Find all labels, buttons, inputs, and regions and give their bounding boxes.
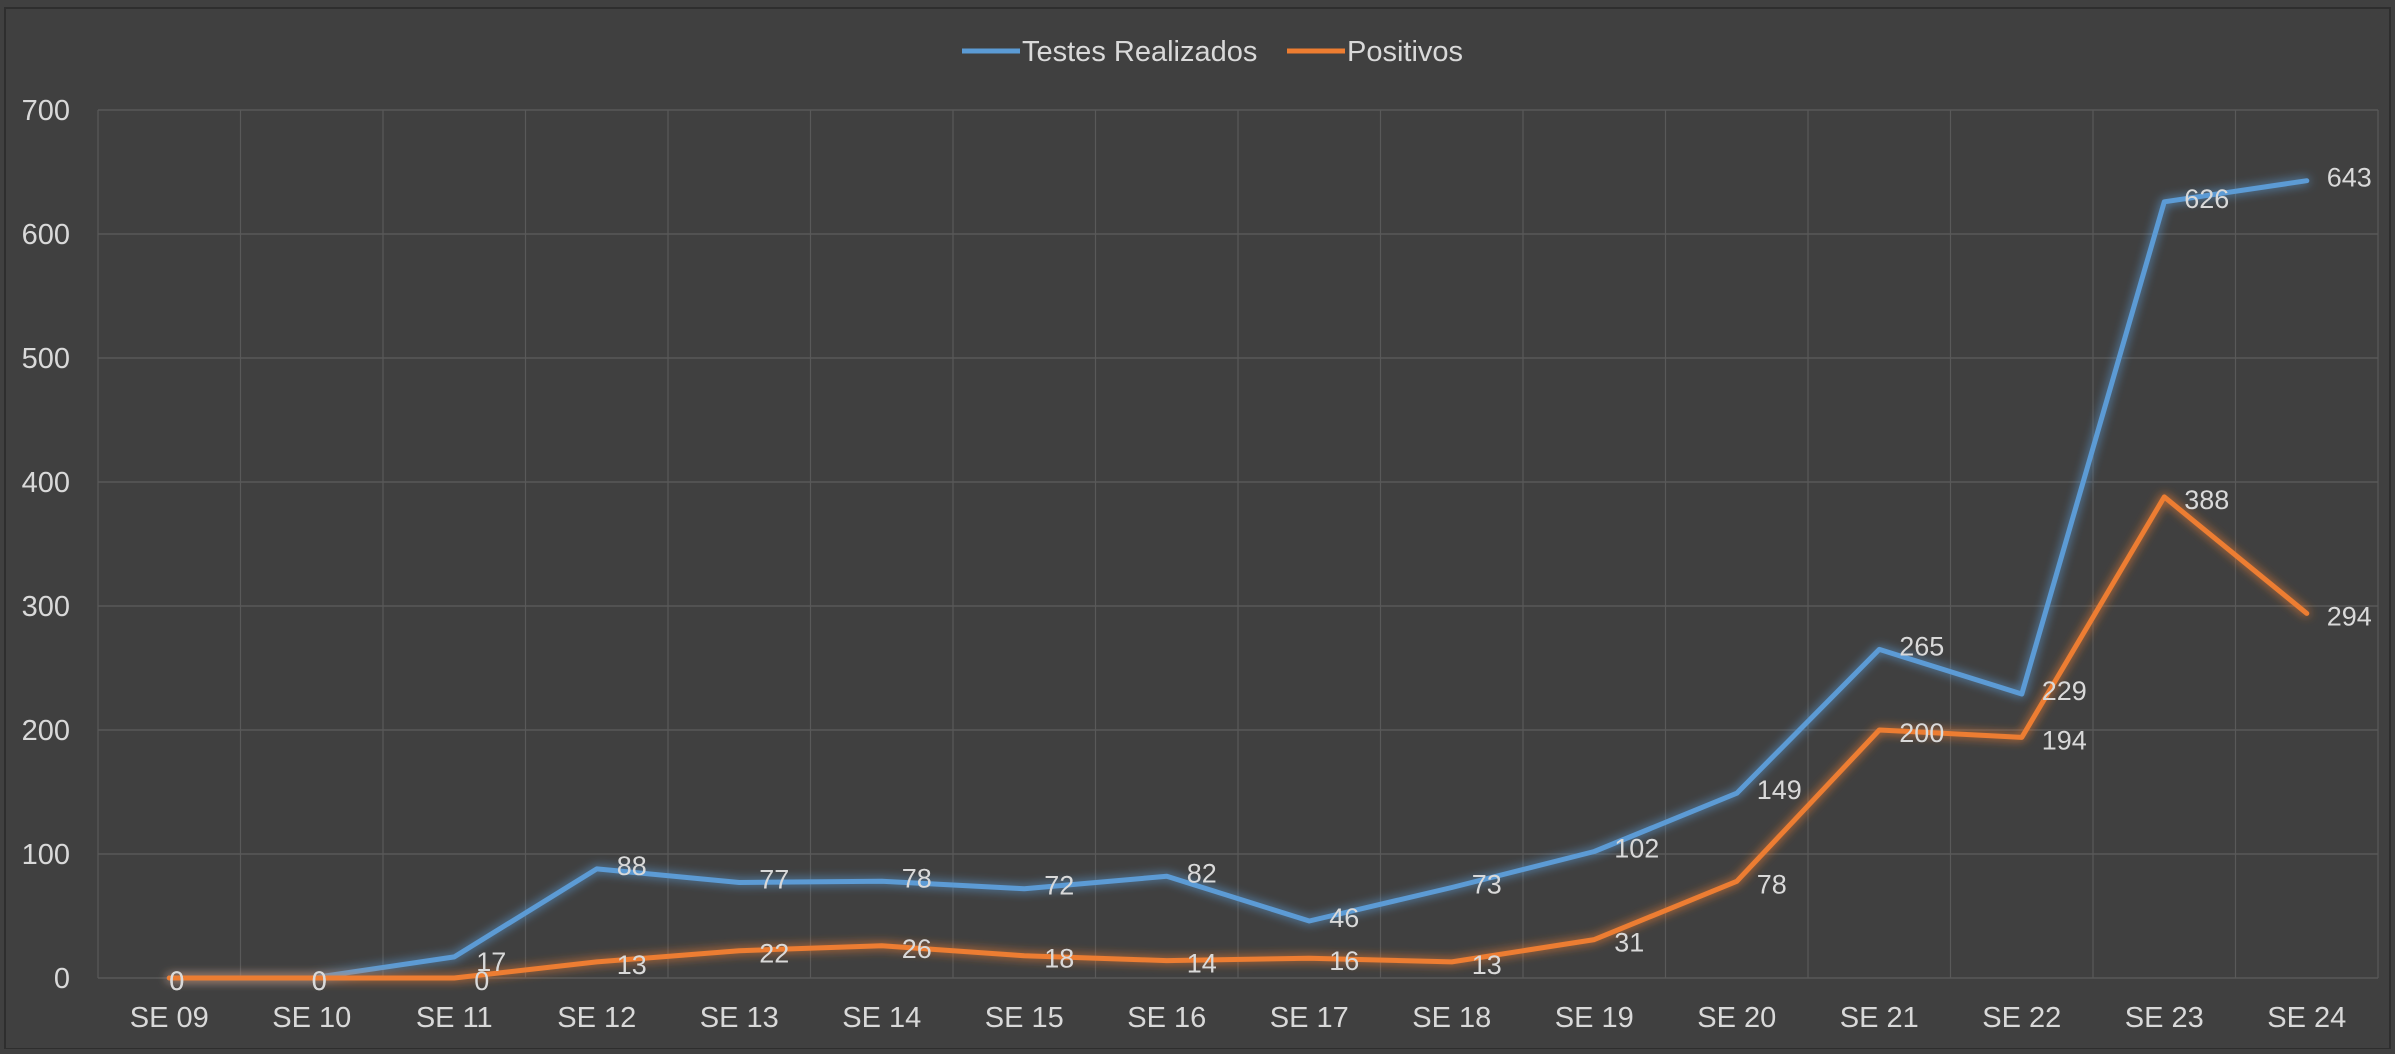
legend-label: Positivos <box>1347 36 1463 68</box>
data-label: 73 <box>1472 869 1502 899</box>
data-label: 46 <box>1329 903 1359 933</box>
x-tick-label: SE 12 <box>557 1002 636 1034</box>
x-tick-label: SE 20 <box>1697 1002 1776 1034</box>
outer-frame <box>5 8 2390 1049</box>
x-tick-label: SE 10 <box>272 1002 351 1034</box>
x-tick-label: SE 19 <box>1555 1002 1634 1034</box>
x-tick-label: SE 21 <box>1840 1002 1919 1034</box>
data-label: 0 <box>312 966 327 996</box>
x-tick-label: SE 09 <box>130 1002 209 1034</box>
data-label: 78 <box>1757 869 1787 899</box>
data-label: 0 <box>169 966 184 996</box>
data-label: 102 <box>1614 834 1659 864</box>
data-label: 0 <box>474 966 489 996</box>
data-label: 16 <box>1329 946 1359 976</box>
y-tick-label: 700 <box>22 95 70 127</box>
y-tick-label: 400 <box>22 467 70 499</box>
legend: Testes Realizados Positivos <box>962 36 1463 68</box>
legend-label: Testes Realizados <box>1022 36 1257 68</box>
x-tick-label: SE 14 <box>842 1002 921 1034</box>
data-label: 72 <box>1044 871 1074 901</box>
data-label: 22 <box>759 939 789 969</box>
y-tick-label: 200 <box>22 715 70 747</box>
data-label: 194 <box>2042 725 2087 755</box>
data-label: 626 <box>2184 184 2229 214</box>
data-label: 294 <box>2327 601 2372 631</box>
y-tick-label: 300 <box>22 591 70 623</box>
y-tick-label: 0 <box>54 963 70 995</box>
x-tick-label: SE 11 <box>416 1002 493 1034</box>
x-tick-label: SE 13 <box>700 1002 779 1034</box>
data-label: 78 <box>902 863 932 893</box>
data-label: 31 <box>1614 928 1644 958</box>
y-tick-label: 500 <box>22 343 70 375</box>
data-label: 388 <box>2184 485 2229 515</box>
data-label: 88 <box>617 851 647 881</box>
x-tick-label: SE 16 <box>1127 1002 1206 1034</box>
y-tick-label: 100 <box>22 839 70 871</box>
data-label: 643 <box>2327 163 2372 193</box>
x-tick-label: SE 24 <box>2267 1002 2346 1034</box>
data-label: 13 <box>617 950 647 980</box>
x-tick-label: SE 23 <box>2125 1002 2204 1034</box>
data-label: 149 <box>1757 775 1802 805</box>
data-label: 18 <box>1044 944 1074 974</box>
data-label: 77 <box>759 865 789 895</box>
x-tick-label: SE 17 <box>1270 1002 1349 1034</box>
x-tick-label: SE 15 <box>985 1002 1064 1034</box>
data-label: 229 <box>2042 676 2087 706</box>
data-label: 265 <box>1899 631 1944 661</box>
data-label: 82 <box>1187 858 1217 888</box>
data-label: 200 <box>1899 718 1944 748</box>
y-tick-label: 600 <box>22 219 70 251</box>
x-tick-label: SE 22 <box>1982 1002 2061 1034</box>
data-label: 14 <box>1187 949 1217 979</box>
x-tick-label: SE 18 <box>1412 1002 1491 1034</box>
data-label: 13 <box>1472 950 1502 980</box>
data-label: 26 <box>902 934 932 964</box>
